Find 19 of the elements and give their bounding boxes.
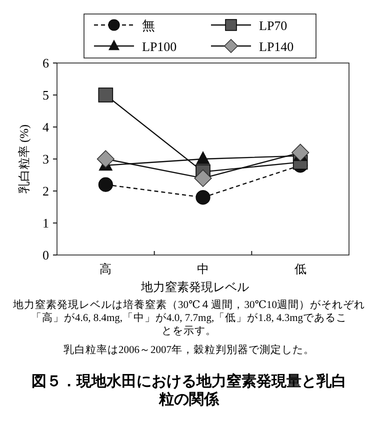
y-tick-label: 5 bbox=[42, 88, 49, 102]
y-tick-label: 1 bbox=[42, 216, 49, 230]
y-tick-label: 4 bbox=[42, 120, 50, 134]
legend-label: LP140 bbox=[259, 39, 294, 54]
x-tick-label: 低 bbox=[294, 262, 306, 276]
x-axis-title: 地力窒素発現レベル bbox=[140, 280, 249, 294]
text: 図５．現地水田における地力窒素発現量と乳白粒の関係 bbox=[32, 372, 346, 408]
y-tick-label: 2 bbox=[42, 184, 49, 198]
y-tick-label: 0 bbox=[42, 248, 49, 262]
x-tick-label: 高 bbox=[100, 262, 112, 276]
legend-label: LP70 bbox=[259, 18, 288, 33]
y-axis-title: 乳白粒率 (%) bbox=[17, 124, 31, 194]
legend-label: 無 bbox=[142, 18, 155, 33]
legend-label: LP100 bbox=[142, 39, 177, 54]
text: 地力窒素発現レベルは培養窒素（30℃４週間，30℃10週間）がそれぞれ「高」が4.6, 8.4mg,「中」が4.0, 7.7mg,「低」が1.8, 4.3mgであることを示す。 bbox=[12, 298, 365, 337]
x-tick-label: 中 bbox=[197, 262, 209, 276]
text: 乳白粒率は2006～2007年，穀粒判別器で測定した。 bbox=[64, 343, 314, 356]
y-tick-label: 3 bbox=[42, 152, 49, 166]
y-tick-label: 6 bbox=[42, 56, 50, 70]
